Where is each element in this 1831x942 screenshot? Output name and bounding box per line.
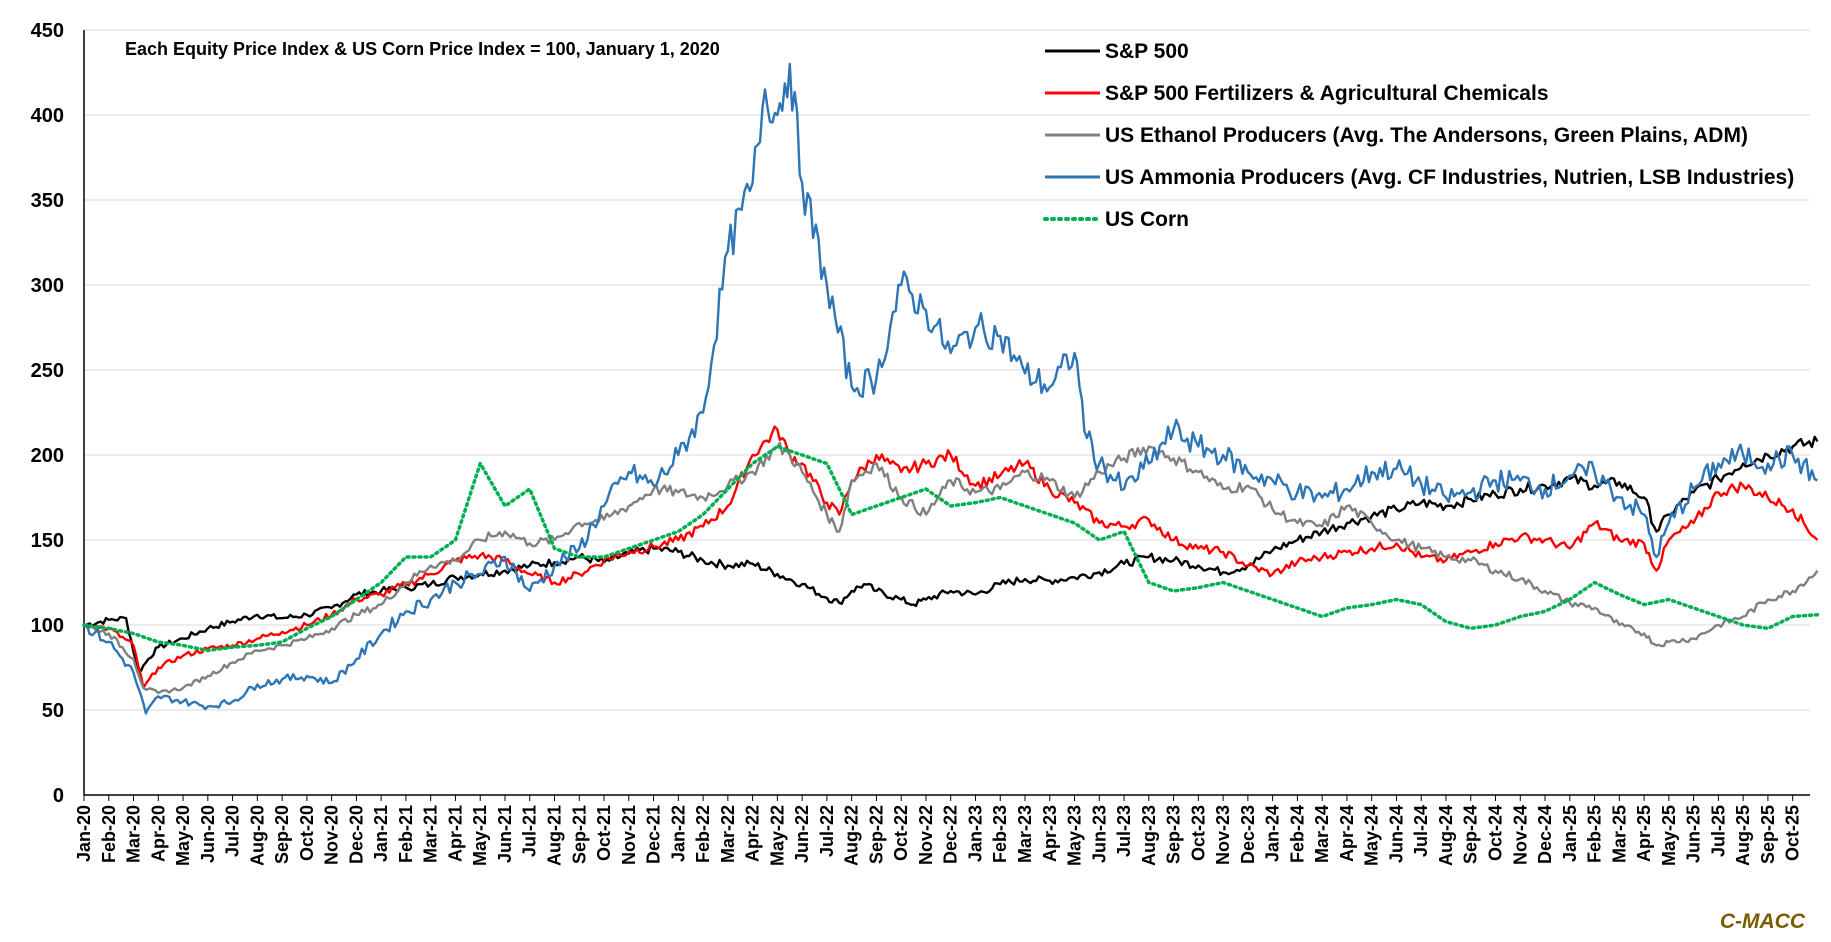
- x-tick-label: May-24: [1362, 805, 1382, 866]
- x-tick-label: Sep-20: [272, 805, 292, 864]
- x-tick-label: Jul-21: [520, 805, 540, 857]
- y-tick-label: 250: [31, 360, 64, 382]
- x-tick-label: Nov-20: [322, 805, 342, 865]
- x-tick-label: Sep-25: [1758, 805, 1778, 864]
- x-tick-label: Apr-21: [445, 805, 465, 862]
- y-tick-label: 50: [42, 700, 64, 722]
- x-tick-label: Sep-23: [1164, 805, 1184, 864]
- x-tick-label: Dec-23: [1238, 805, 1258, 864]
- y-tick-label: 300: [31, 275, 64, 297]
- chart-annotation: Each Equity Price Index & US Corn Price …: [125, 39, 720, 59]
- x-tick-label: Jul-20: [223, 805, 243, 857]
- legend-label: US Ammonia Producers (Avg. CF Industries…: [1105, 166, 1794, 189]
- x-tick-label: Jun-25: [1684, 805, 1704, 863]
- x-tick-label: Dec-22: [941, 805, 961, 864]
- series-line: [83, 62, 1818, 715]
- x-tick-label: Jun-22: [792, 805, 812, 863]
- x-tick-label: Apr-24: [1337, 805, 1357, 862]
- x-axis-ticks: Jan-20 Feb-20 Mar-20 Apr-20 May-20 Jun-20 Jul-…: [74, 795, 1803, 866]
- x-tick-label: Aug-23: [1139, 805, 1159, 866]
- x-tick-label: Apr-20: [148, 805, 168, 862]
- legend: S&P 500 S&P 500 Fertilizers & Agricultura…: [1043, 40, 1794, 231]
- x-tick-label: Nov-23: [1213, 805, 1233, 865]
- x-tick-label: Nov-22: [916, 805, 936, 865]
- x-tick-label: Oct-23: [1188, 805, 1208, 861]
- x-tick-label: Jul-23: [1114, 805, 1134, 857]
- x-tick-label: Jun-24: [1386, 805, 1406, 863]
- legend-label: S&P 500: [1105, 40, 1189, 63]
- legend-label: US Corn: [1105, 208, 1189, 231]
- x-tick-label: Mar-22: [718, 805, 738, 863]
- y-tick-label: 200: [31, 445, 64, 467]
- x-tick-label: Mar-20: [124, 805, 144, 863]
- series-line: [82, 444, 1820, 653]
- x-tick-label: Feb-25: [1585, 805, 1605, 863]
- x-tick-label: Feb-22: [693, 805, 713, 863]
- x-tick-label: Jan-24: [1263, 805, 1283, 862]
- legend-label: US Ethanol Producers (Avg. The Andersons…: [1105, 124, 1748, 147]
- x-tick-label: Feb-20: [99, 805, 119, 863]
- x-tick-label: Mar-23: [1015, 805, 1035, 863]
- x-tick-label: Sep-22: [866, 805, 886, 864]
- y-tick-label: 0: [53, 785, 64, 807]
- legend-label: S&P 500 Fertilizers & Agricultural Chemi…: [1105, 82, 1549, 105]
- x-tick-label: May-23: [1065, 805, 1085, 866]
- x-tick-label: Jun-23: [1089, 805, 1109, 863]
- brand-logo: C-MACC: [1720, 910, 1806, 933]
- x-tick-label: Aug-25: [1733, 805, 1753, 866]
- y-tick-label: 100: [31, 615, 64, 637]
- x-tick-label: Aug-24: [1436, 805, 1456, 866]
- gridlines: [84, 29, 1810, 711]
- x-tick-label: Dec-21: [644, 805, 664, 864]
- y-axis-ticks: 0 50 100 150 200 250 300 350 400 450: [31, 20, 64, 807]
- x-tick-label: Aug-22: [842, 805, 862, 866]
- x-tick-label: Nov-24: [1510, 805, 1530, 865]
- x-tick-label: Feb-21: [396, 805, 416, 863]
- x-tick-label: Sep-21: [569, 805, 589, 864]
- x-tick-label: Apr-25: [1634, 805, 1654, 862]
- x-tick-label: May-20: [173, 805, 193, 866]
- x-tick-label: Jan-25: [1560, 805, 1580, 862]
- x-tick-label: Oct-22: [891, 805, 911, 861]
- x-tick-label: Oct-25: [1783, 805, 1803, 861]
- x-tick-label: Jul-24: [1411, 805, 1431, 857]
- series-line: [83, 435, 1819, 674]
- y-tick-label: 450: [31, 20, 64, 42]
- y-tick-label: 150: [31, 530, 64, 552]
- x-tick-label: Mar-21: [421, 805, 441, 863]
- x-tick-label: Dec-20: [346, 805, 366, 864]
- x-tick-label: Oct-21: [594, 805, 614, 861]
- x-tick-label: Sep-24: [1461, 805, 1481, 864]
- x-tick-label: Jul-25: [1708, 805, 1728, 857]
- x-tick-label: May-25: [1659, 805, 1679, 866]
- x-tick-label: Oct-20: [297, 805, 317, 861]
- x-tick-label: Jun-20: [198, 805, 218, 863]
- y-tick-label: 350: [31, 190, 64, 212]
- x-tick-label: Apr-23: [1040, 805, 1060, 862]
- x-tick-label: Dec-24: [1535, 805, 1555, 864]
- x-tick-label: Nov-21: [619, 805, 639, 865]
- x-tick-label: Aug-20: [247, 805, 267, 866]
- x-tick-label: Jun-21: [495, 805, 515, 863]
- x-tick-label: Jan-20: [74, 805, 94, 862]
- x-tick-label: Feb-23: [990, 805, 1010, 863]
- x-tick-label: Apr-22: [743, 805, 763, 862]
- x-tick-label: May-21: [470, 805, 490, 866]
- y-tick-label: 400: [31, 105, 64, 127]
- x-tick-label: Aug-21: [545, 805, 565, 866]
- series-line: [83, 425, 1819, 690]
- x-tick-label: Jan-21: [371, 805, 391, 862]
- series-line: [83, 441, 1819, 695]
- x-tick-label: Oct-24: [1486, 805, 1506, 861]
- x-tick-label: Jan-22: [668, 805, 688, 862]
- x-tick-label: Jan-23: [965, 805, 985, 862]
- series-lines: [82, 62, 1820, 715]
- x-tick-label: Feb-24: [1287, 805, 1307, 863]
- x-tick-label: Mar-24: [1312, 805, 1332, 863]
- x-tick-label: May-22: [767, 805, 787, 866]
- x-tick-label: Mar-25: [1609, 805, 1629, 863]
- x-tick-label: Jul-22: [817, 805, 837, 857]
